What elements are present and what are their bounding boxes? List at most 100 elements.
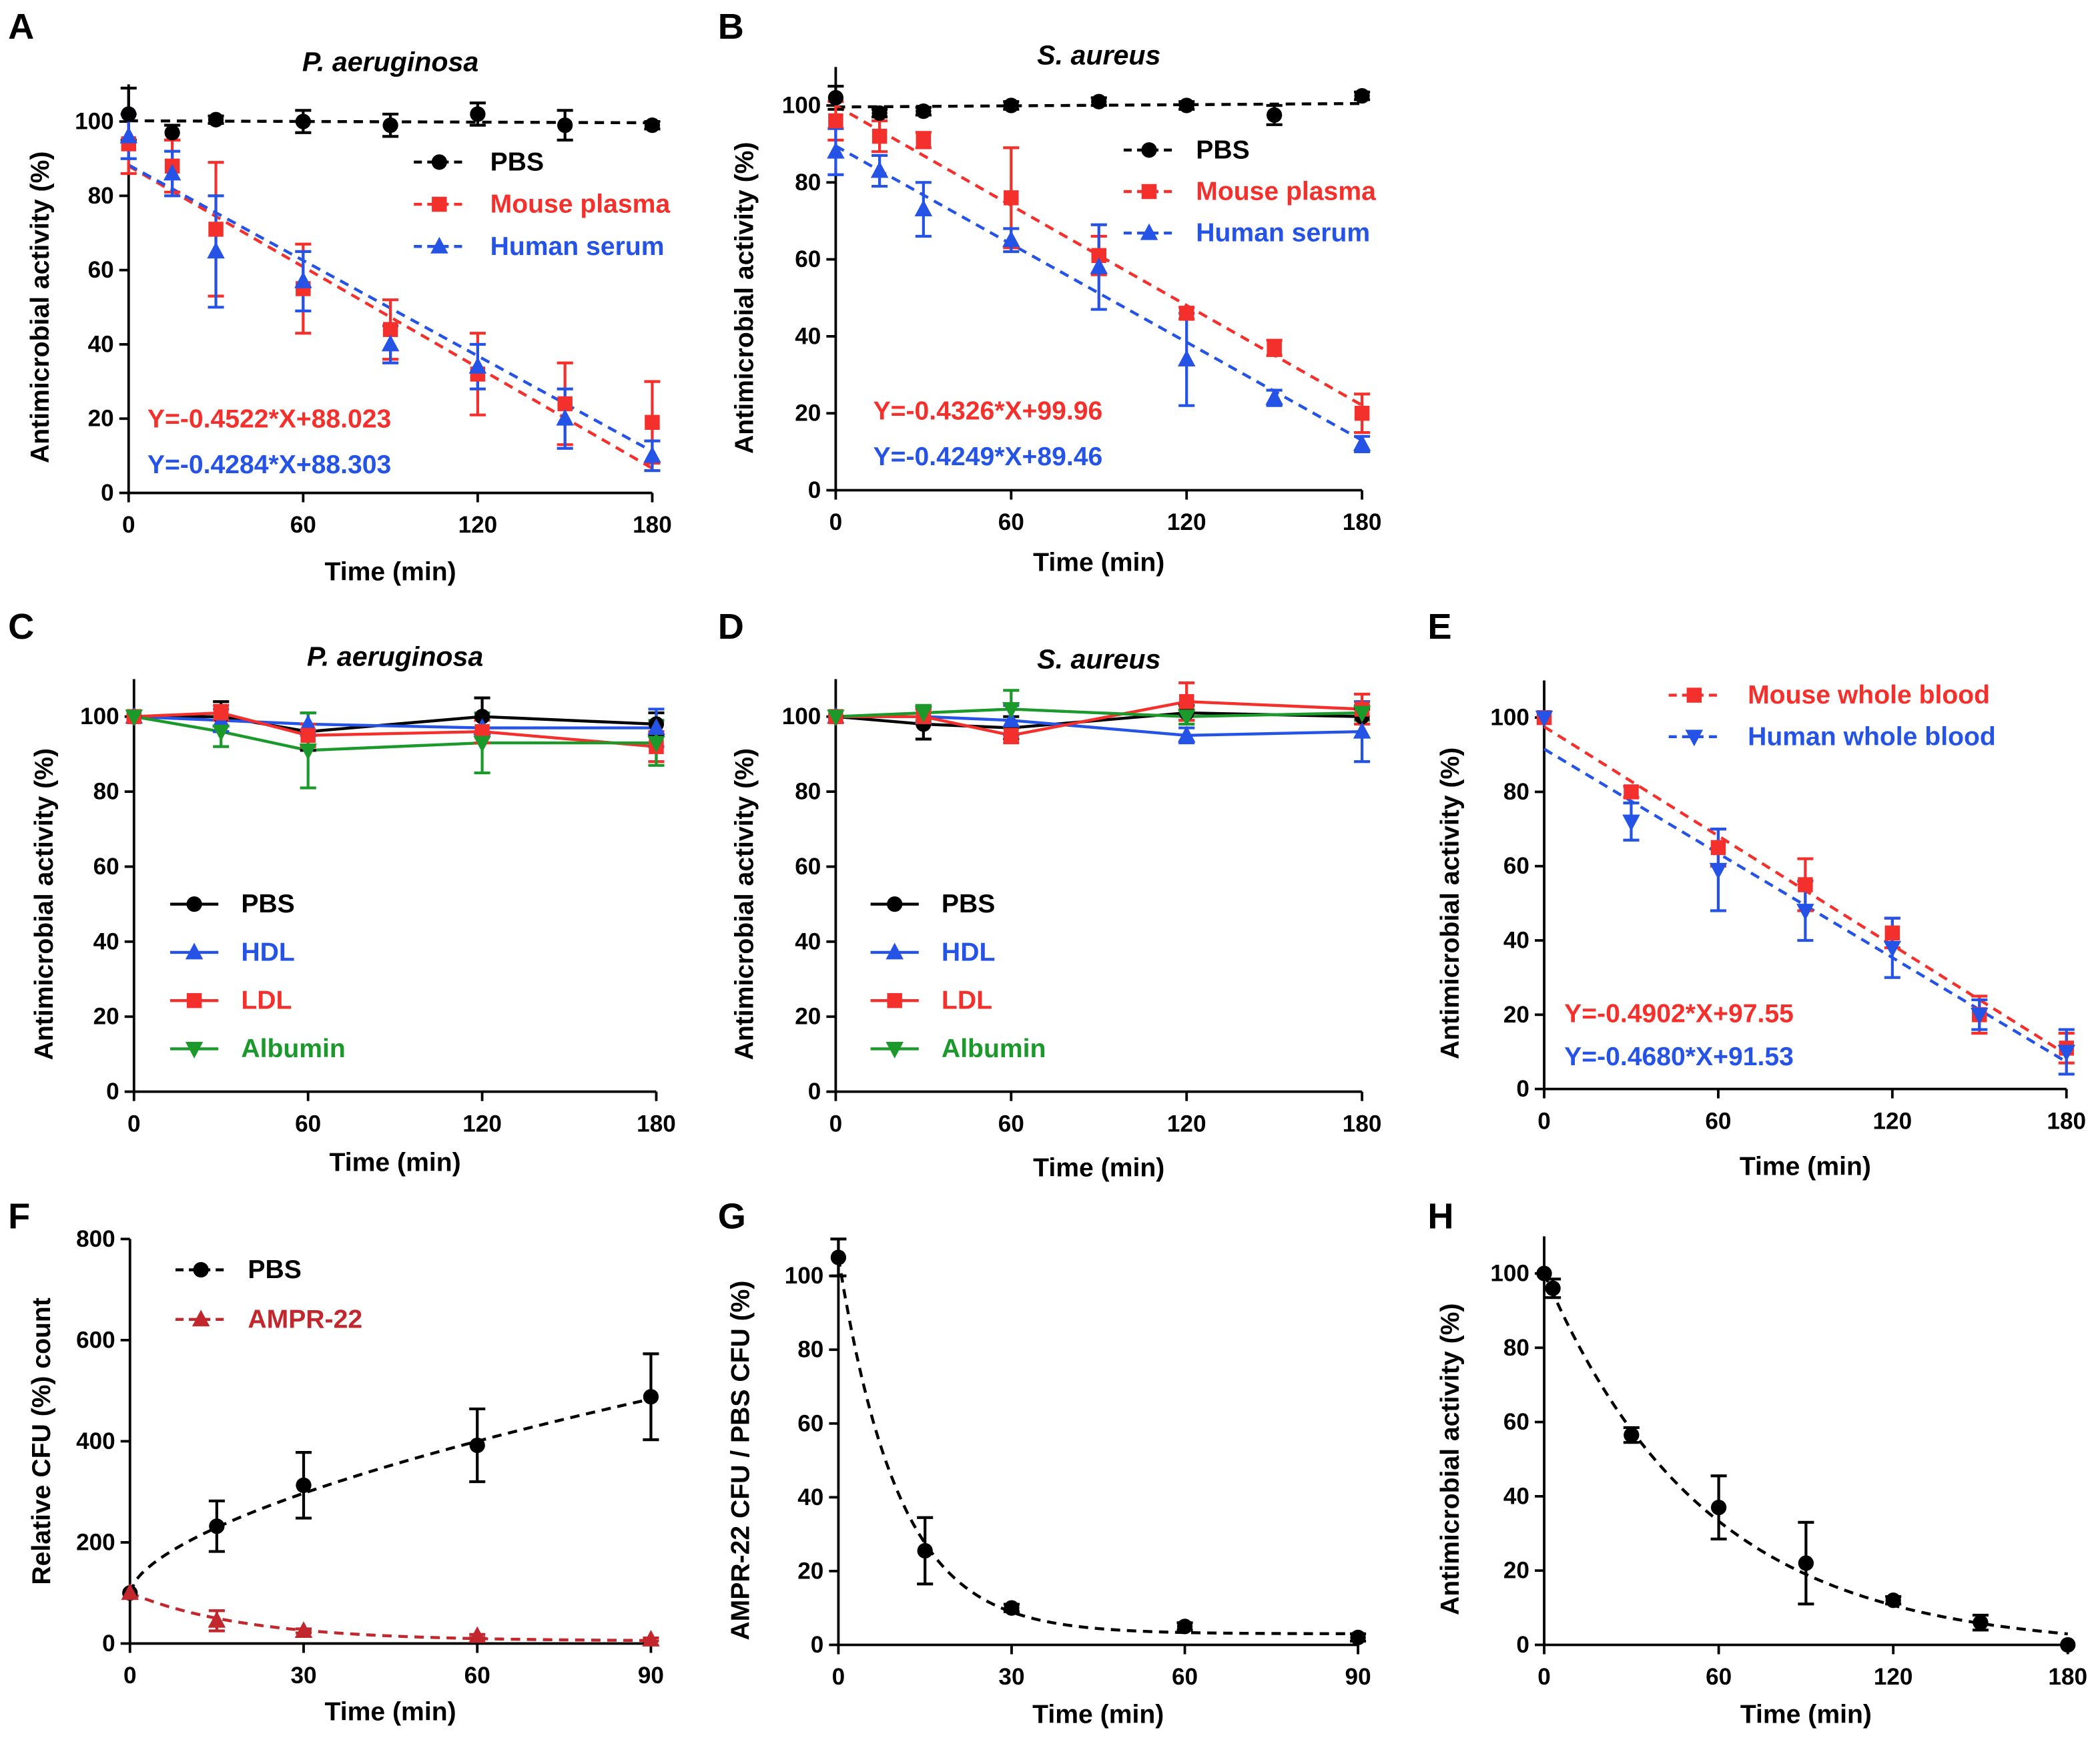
data-point xyxy=(1353,721,1371,739)
y-tick-label: 100 xyxy=(785,1263,824,1289)
legend-marker xyxy=(186,992,202,1008)
legend-marker xyxy=(886,942,904,960)
y-tick-label: 100 xyxy=(75,109,114,135)
x-axis-label: Time (min) xyxy=(325,557,456,586)
data-point xyxy=(473,736,491,753)
data-point xyxy=(1354,405,1370,421)
data-point xyxy=(1178,97,1194,113)
legend-marker xyxy=(1141,184,1157,200)
data-point xyxy=(163,164,182,181)
data-point xyxy=(1091,248,1106,264)
data-point xyxy=(1624,784,1639,800)
data-point xyxy=(917,1542,933,1559)
legend-entry: PBS xyxy=(870,890,995,918)
y-tick-label: 40 xyxy=(797,1484,823,1510)
x-tick-label: 60 xyxy=(1172,1664,1198,1690)
data-point xyxy=(1177,709,1196,727)
legend-entry: HDL xyxy=(169,938,295,966)
x-tick-label: 0 xyxy=(123,1663,137,1689)
y-tick-label: 60 xyxy=(797,1410,823,1436)
data-point xyxy=(470,106,486,122)
legend-entry: Albumin xyxy=(169,1035,346,1063)
x-tick-label: 60 xyxy=(295,1111,321,1137)
fit-line xyxy=(837,1257,1359,1635)
data-point xyxy=(1002,702,1020,719)
data-point xyxy=(300,727,316,744)
x-tick-label: 180 xyxy=(1343,509,1382,535)
y-tick-label: 20 xyxy=(93,1004,119,1030)
x-axis-label: Time (min) xyxy=(330,1148,461,1177)
data-point xyxy=(827,89,844,106)
y-tick-label: 40 xyxy=(88,331,114,357)
data-point xyxy=(209,1518,225,1534)
legend-label: Human serum xyxy=(490,232,665,261)
y-tick-label: 0 xyxy=(1516,1632,1529,1658)
y-tick-label: 100 xyxy=(782,703,821,730)
y-tick-label: 80 xyxy=(795,779,821,805)
legend-entry: Human serum xyxy=(1123,219,1370,248)
y-tick-label: 200 xyxy=(76,1529,115,1555)
panel-d: D S. aureus 0 20 40 60 80 100 0 60 120 180 Time (min… xyxy=(718,607,1382,1182)
y-axis-label: Antimicrobial activity (%) xyxy=(730,748,759,1060)
legend-marker xyxy=(186,896,202,912)
fit-line xyxy=(128,1397,651,1594)
data-point xyxy=(1090,257,1108,274)
legend-label: LDL xyxy=(942,986,992,1015)
x-axis-label: Time (min) xyxy=(325,1697,456,1726)
data-point xyxy=(1003,97,1019,113)
data-point xyxy=(1267,340,1282,356)
x-tick-label: 180 xyxy=(633,512,672,538)
y-axis-label: Relative CFU (%) count xyxy=(27,1297,56,1584)
chart-title: S. aureus xyxy=(1037,643,1160,674)
legend-marker xyxy=(1141,142,1157,158)
y-tick-label: 40 xyxy=(795,323,821,349)
legend-entry: LDL xyxy=(169,986,292,1015)
chart-title: S. aureus xyxy=(1037,39,1160,70)
regression-equation: Y=-0.4680*X+91.53 xyxy=(1564,1043,1794,1071)
axes xyxy=(120,1237,653,1653)
regression-equation: Y=-0.4522*X+88.023 xyxy=(147,405,391,434)
x-axis-label: Time (min) xyxy=(1033,548,1164,577)
legend-marker xyxy=(1140,223,1158,240)
x-tick-label: 180 xyxy=(2048,1664,2087,1690)
x-tick-label: 0 xyxy=(829,1111,843,1137)
panel-f: F 0 200 400 600 800 0 30 60 90 Time (min) Relative … xyxy=(8,1196,664,1726)
data-point xyxy=(1177,725,1196,743)
regression-equation: Y=-0.4902*X+97.55 xyxy=(1564,1000,1794,1029)
y-tick-label: 100 xyxy=(1490,705,1529,731)
x-tick-label: 120 xyxy=(1167,509,1206,535)
data-point xyxy=(1354,87,1370,104)
x-tick-label: 0 xyxy=(829,509,843,535)
y-tick-label: 0 xyxy=(1516,1076,1529,1102)
data-point xyxy=(1176,1619,1193,1635)
legend-label: HDL xyxy=(942,938,995,966)
y-axis-label: Antimicrobial activity (%) xyxy=(1436,748,1465,1059)
y-tick-label: 80 xyxy=(93,779,119,805)
x-tick-label: 0 xyxy=(1537,1108,1551,1134)
data-point xyxy=(914,200,933,217)
x-axis-label: Time (min) xyxy=(1740,1700,1872,1729)
y-tick-label: 60 xyxy=(795,854,821,880)
legend-marker xyxy=(192,1309,210,1327)
x-tick-label: 120 xyxy=(458,512,498,538)
data-point xyxy=(871,105,888,121)
data-point xyxy=(474,723,490,740)
data-point xyxy=(468,1626,486,1643)
data-point xyxy=(1004,190,1019,206)
data-point xyxy=(643,446,661,463)
panel-letter: H xyxy=(1427,1196,1453,1236)
data-point xyxy=(1267,107,1283,123)
data-point xyxy=(871,128,888,144)
y-tick-label: 0 xyxy=(808,477,821,503)
data-point xyxy=(294,271,312,288)
panel-letter: C xyxy=(8,607,34,647)
data-point xyxy=(1885,1592,1901,1609)
x-tick-label: 60 xyxy=(998,1111,1024,1137)
legend-entry: HDL xyxy=(870,938,995,966)
y-tick-label: 60 xyxy=(1503,853,1529,879)
x-tick-label: 30 xyxy=(290,1663,316,1689)
x-tick-label: 90 xyxy=(1345,1664,1371,1690)
y-tick-label: 60 xyxy=(795,246,821,272)
legend-entry: PBS xyxy=(175,1255,302,1284)
chart-title: P. aeruginosa xyxy=(307,641,483,671)
